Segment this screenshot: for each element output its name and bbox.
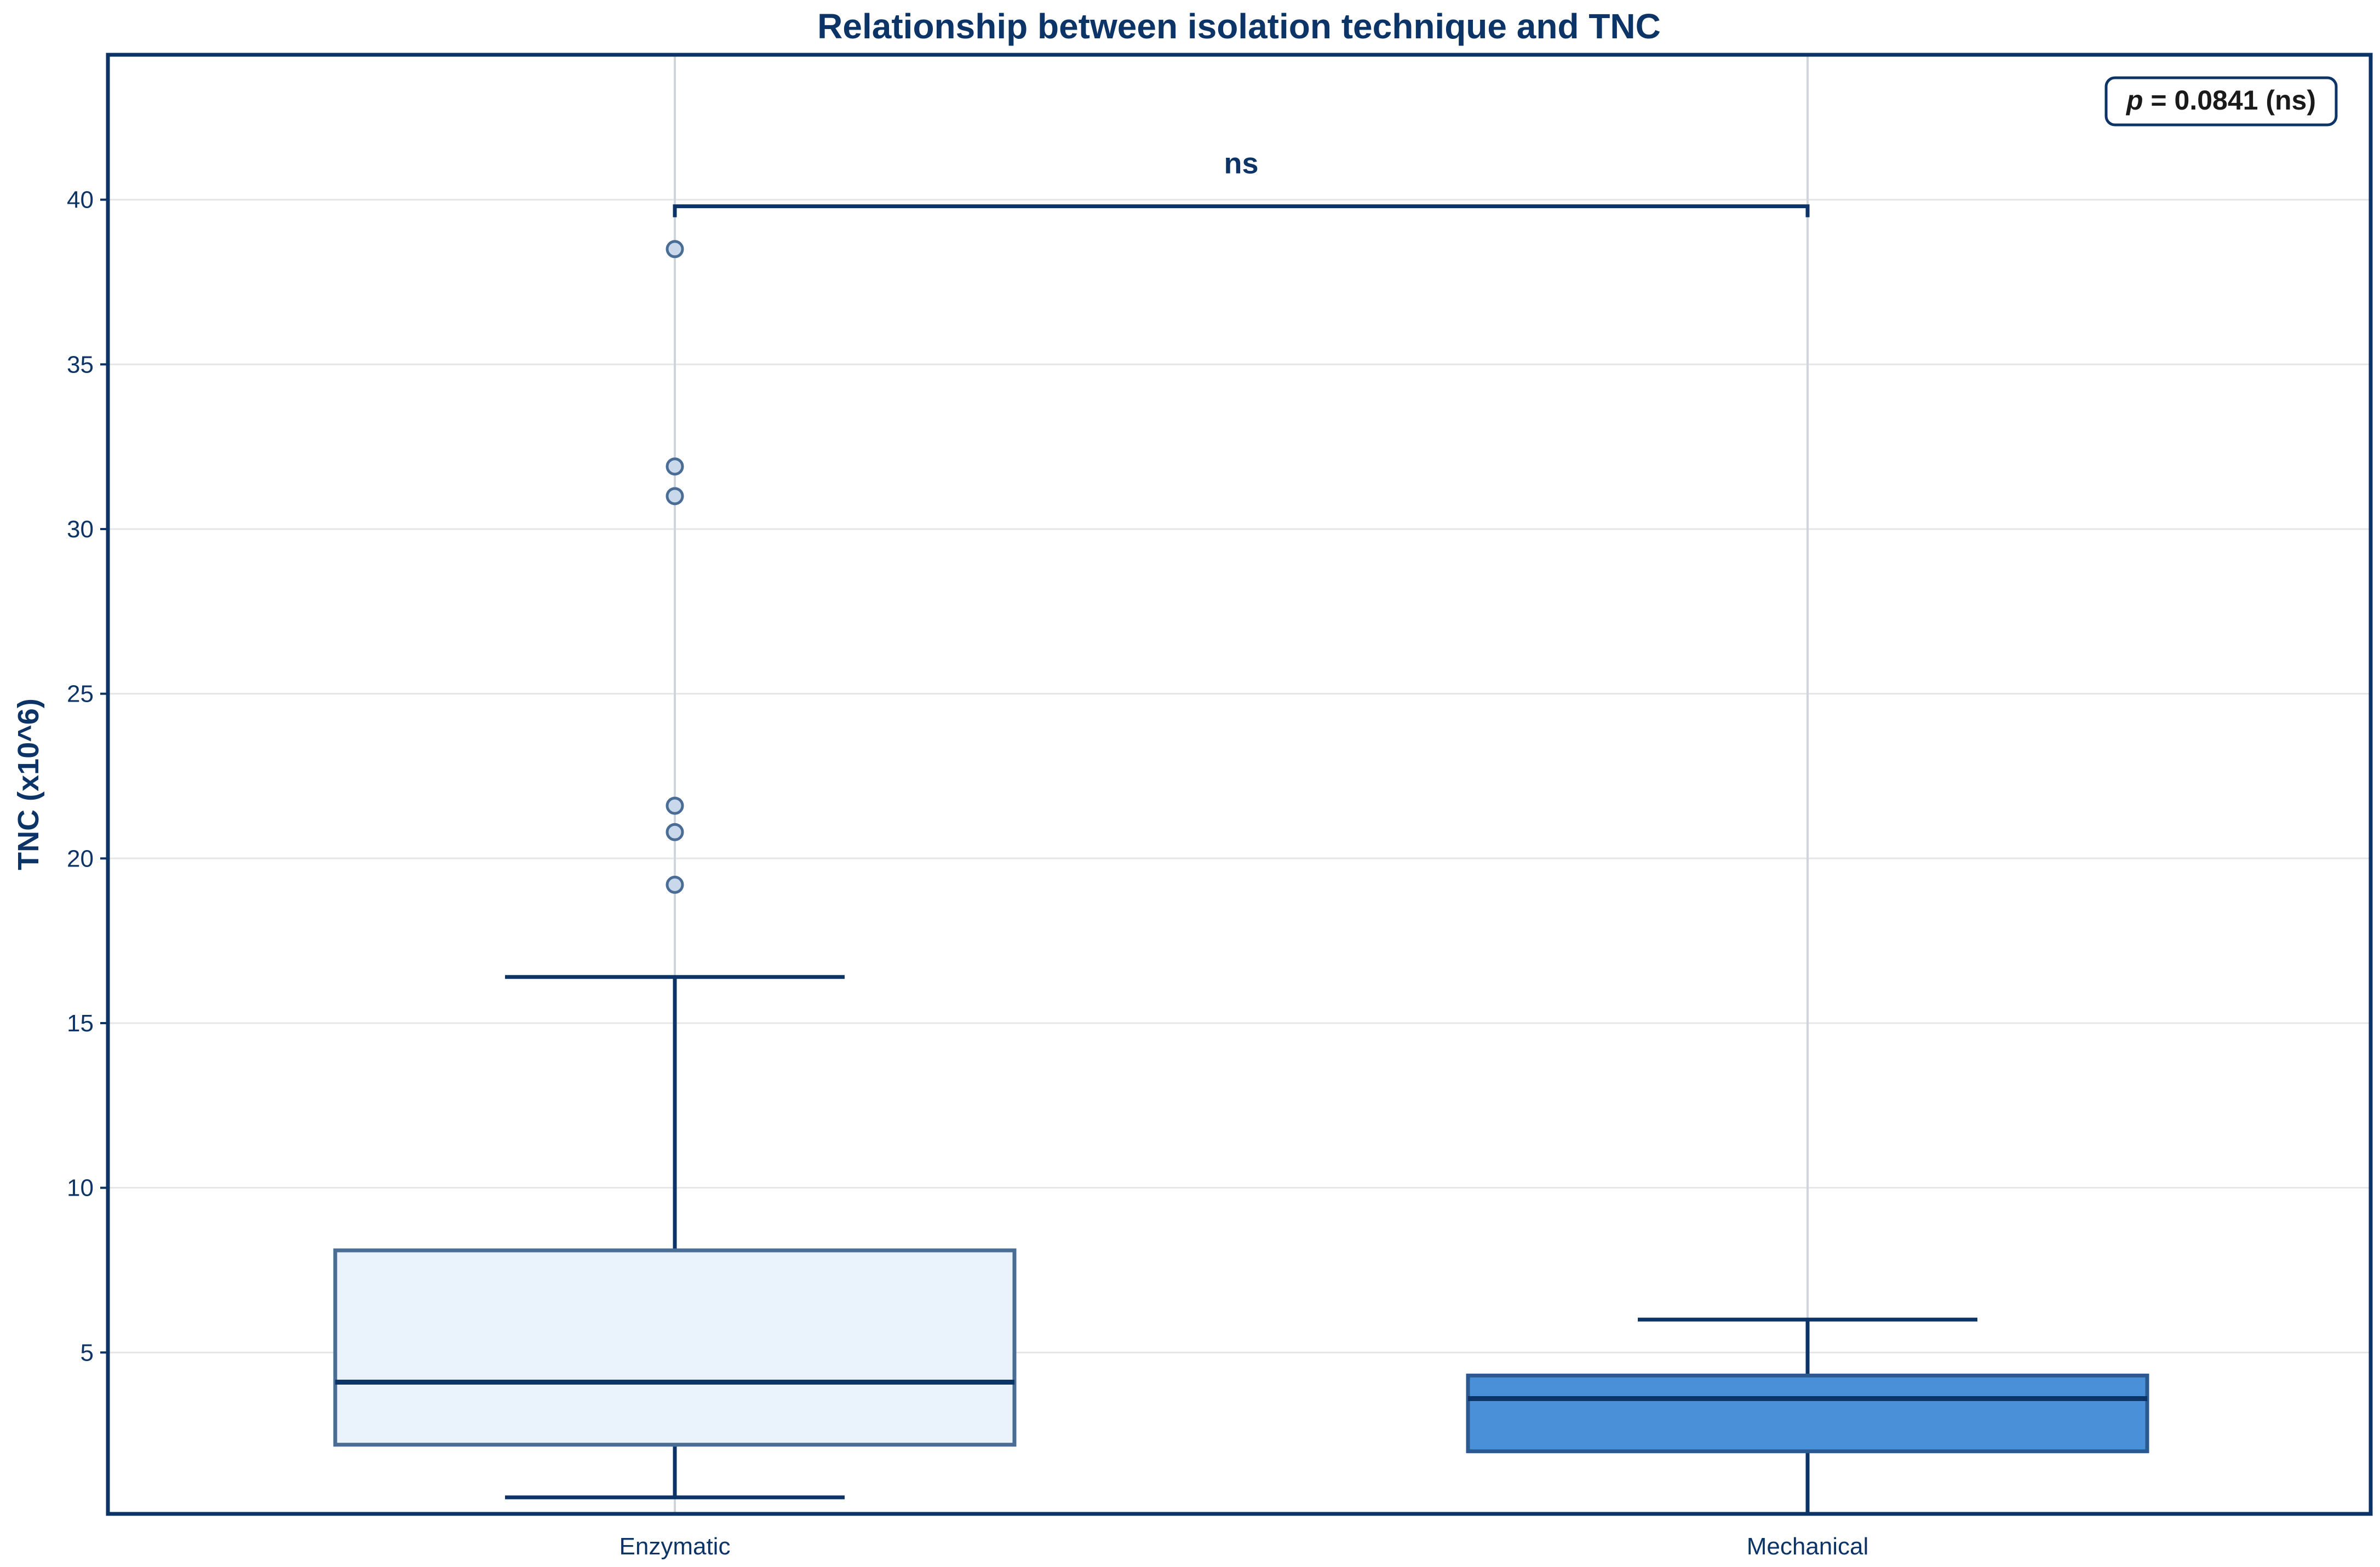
- grid-layer: [108, 55, 2371, 1514]
- y-tick-label-15: 15: [67, 1010, 94, 1037]
- chart-title: Relationship between isolation technique…: [817, 7, 1661, 46]
- box-group-enzymatic: [333, 240, 1017, 1500]
- y-tick-label-20: 20: [67, 845, 94, 872]
- outlier-point-enzymatic-3: [666, 796, 684, 815]
- box-group-mechanical: [1466, 1317, 2149, 1516]
- p-value-text: = 0.0841 (ns): [2143, 85, 2316, 116]
- y-tick-label-35: 35: [67, 351, 94, 378]
- x-tick-label-enzymatic: Enzymatic: [620, 1533, 731, 1560]
- y-tick-label-5: 5: [81, 1339, 94, 1366]
- significance-label: ns: [1224, 147, 1258, 180]
- plot-layer: ns: [333, 147, 2149, 1516]
- iqr-box-enzymatic: [333, 1248, 1017, 1447]
- y-tick-label-30: 30: [67, 516, 94, 543]
- p-value-label: p = 0.0841 (ns): [2125, 85, 2316, 116]
- y-tick-label-40: 40: [67, 187, 94, 214]
- annotation-layer: p = 0.0841 (ns): [2104, 76, 2338, 127]
- y-tick-label-10: 10: [67, 1175, 94, 1202]
- plot-frame: [106, 53, 2373, 1516]
- outlier-point-enzymatic-1: [666, 875, 684, 894]
- significance-bracket: [673, 204, 1810, 217]
- x-tick-label-mechanical: Mechanical: [1747, 1533, 1869, 1560]
- outlier-point-enzymatic-2: [666, 823, 684, 841]
- p-value-symbol: p: [2125, 85, 2143, 116]
- y-axis-label: TNC (x10^6): [12, 698, 45, 870]
- outlier-point-enzymatic-4: [666, 487, 684, 506]
- y-tick-label-25: 25: [67, 681, 94, 708]
- p-value-box: [2104, 76, 2338, 127]
- outlier-point-enzymatic-5: [666, 457, 684, 476]
- outlier-point-enzymatic-6: [666, 240, 684, 259]
- iqr-box-mechanical: [1466, 1373, 2149, 1454]
- axis-layer: 5 10 15 20 25 30 35 40 Enzymatic Mechanical: [67, 187, 1868, 1560]
